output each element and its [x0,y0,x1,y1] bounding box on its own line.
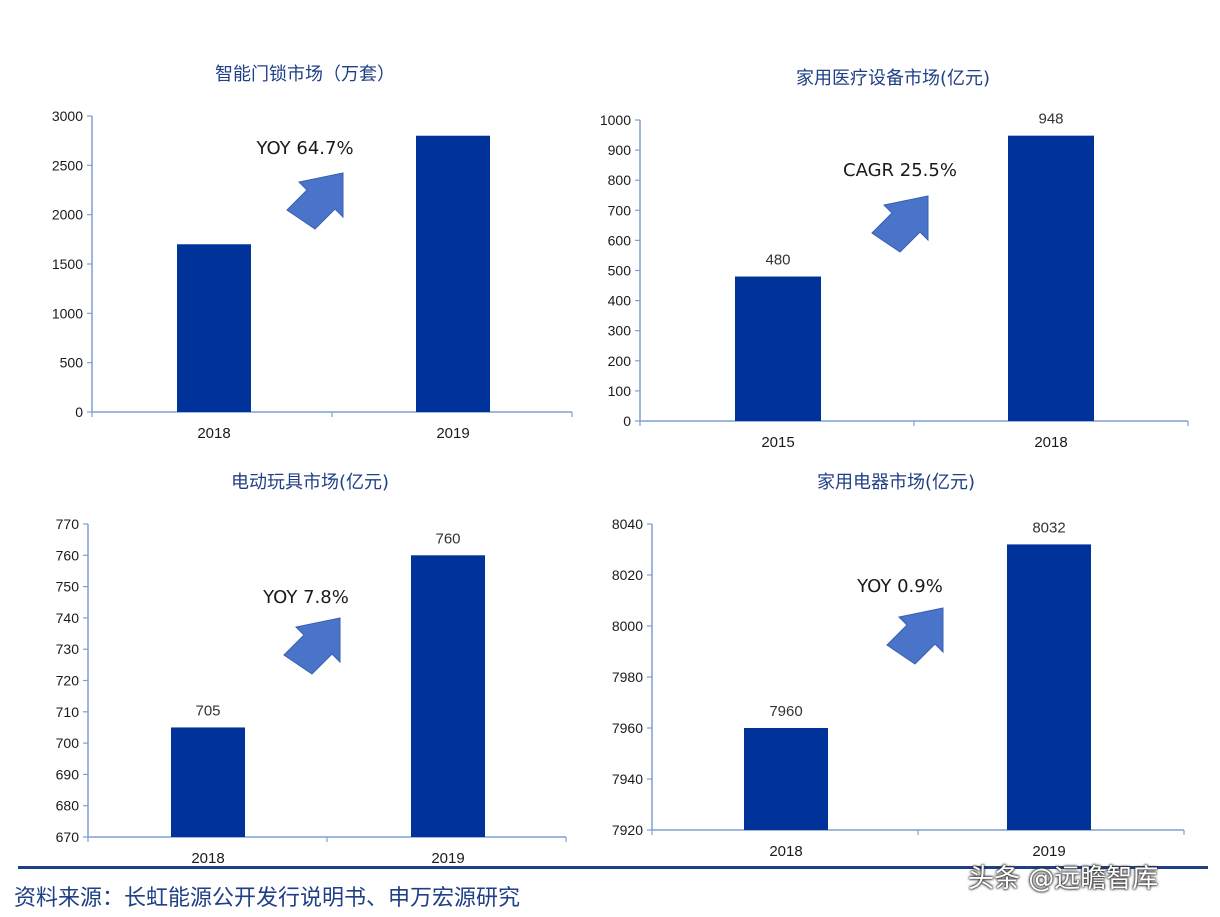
growth-arrow-icon [283,617,341,675]
y-tick-label: 8020 [612,567,643,583]
growth-arrow-icon [871,195,929,253]
y-tick-label: 300 [608,323,632,339]
y-tick-label: 1500 [52,256,83,272]
y-tick-label: 720 [56,673,80,689]
y-tick-label: 2000 [52,207,83,223]
chart-title: 家用电器市场(亿元) [817,472,975,493]
y-tick-label: 7940 [612,771,643,787]
growth-arrow-icon [286,172,344,230]
watermark: 头条 @远瞻智库 [968,864,1159,894]
x-tick-label: 2019 [431,850,464,867]
y-tick-label: 730 [56,641,80,657]
y-tick-label: 690 [56,766,80,782]
bar [416,135,490,412]
growth-annotation: YOY 64.7% [255,138,353,159]
y-tick-label: 100 [608,383,632,399]
bar [177,244,251,412]
chart-title: 家用医疗设备市场(亿元) [796,68,990,89]
y-tick-label: 740 [56,610,80,626]
x-tick-label: 2019 [436,425,469,442]
x-tick-label: 2015 [761,434,794,451]
y-tick-label: 0 [75,404,83,420]
y-tick-label: 760 [56,547,80,563]
bar [744,728,828,830]
bar [1007,544,1091,830]
x-tick-label: 2019 [1032,843,1065,860]
y-tick-label: 3000 [52,108,83,124]
y-tick-label: 710 [56,704,80,720]
data-label: 705 [195,702,220,719]
growth-arrow-icon [886,607,944,665]
data-label: 948 [1038,111,1063,128]
growth-annotation: YOY 0.9% [856,576,943,597]
y-tick-label: 600 [608,232,632,248]
y-tick-label: 670 [56,829,80,845]
y-tick-label: 200 [608,353,632,369]
bar [1008,135,1094,422]
growth-annotation: YOY 7.8% [262,587,349,608]
y-tick-label: 900 [608,142,632,158]
y-tick-label: 2500 [52,157,83,173]
x-tick-label: 2018 [1034,434,1067,451]
bar [411,555,485,837]
y-tick-label: 770 [56,516,80,532]
y-tick-label: 700 [608,202,632,218]
y-tick-label: 8000 [612,618,643,634]
x-tick-label: 2018 [769,843,802,860]
y-tick-label: 1000 [52,305,83,321]
x-tick-label: 2018 [197,425,230,442]
y-tick-label: 7980 [612,669,643,685]
x-tick-label: 2018 [191,850,224,867]
y-tick-label: 500 [608,263,632,279]
y-tick-label: 680 [56,798,80,814]
y-tick-label: 700 [56,735,80,751]
chart-title: 智能门锁市场（万套） [215,64,395,85]
y-tick-label: 1000 [600,112,631,128]
y-tick-label: 8040 [612,516,643,532]
chart-title: 电动玩具市场(亿元) [231,472,389,493]
source-note: 资料来源：长虹能源公开发行说明书、申万宏源研究 [14,886,521,911]
y-tick-label: 800 [608,172,632,188]
y-tick-label: 7960 [612,720,643,736]
bar [735,276,821,421]
growth-annotation: CAGR 25.5% [843,160,957,181]
y-tick-label: 500 [60,355,84,371]
y-tick-label: 0 [623,413,631,429]
y-tick-label: 750 [56,579,80,595]
footer-divider [18,866,1208,869]
y-tick-label: 400 [608,293,632,309]
data-label: 480 [765,252,790,269]
data-label: 7960 [769,703,802,720]
data-label: 8032 [1032,519,1065,536]
bar [171,727,245,837]
y-tick-label: 7920 [612,822,643,838]
data-label: 760 [435,530,460,547]
